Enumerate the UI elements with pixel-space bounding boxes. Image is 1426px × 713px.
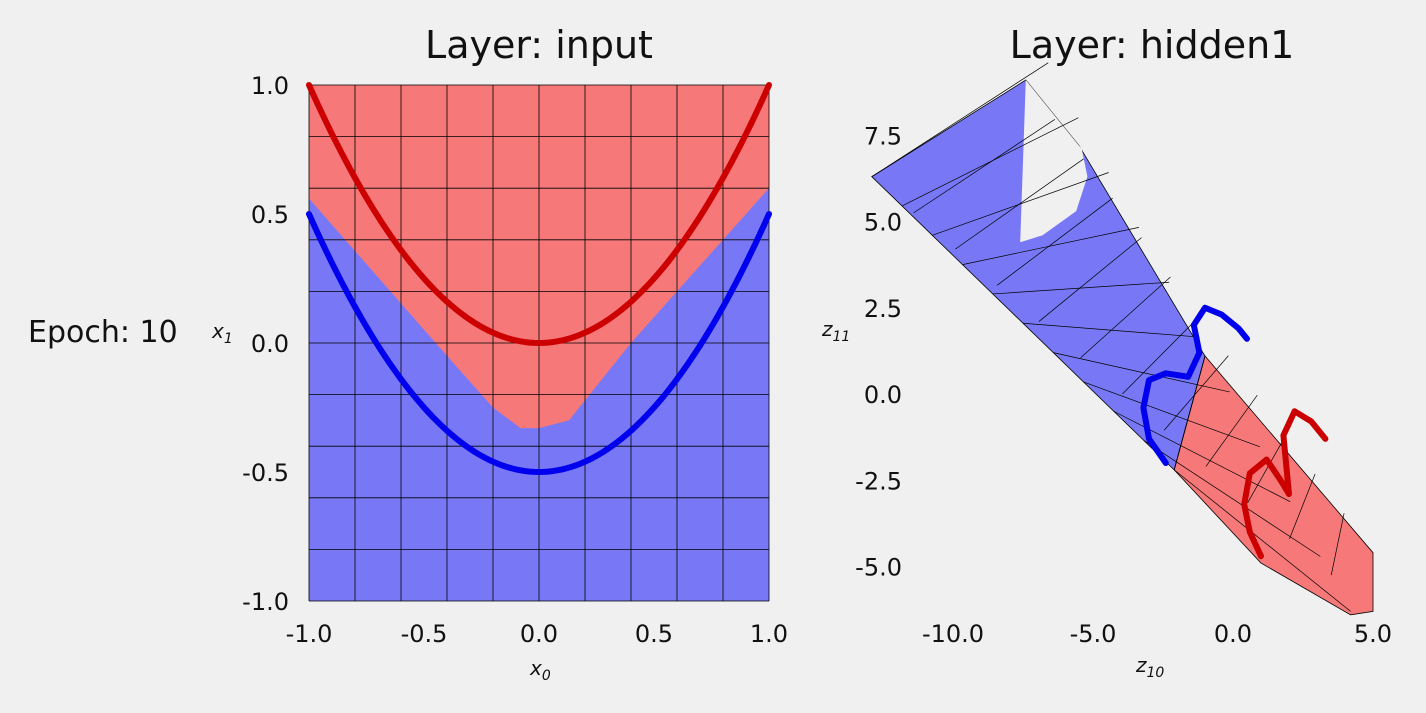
x-tick-label: -5.0 [1070, 620, 1117, 648]
grid-line [1038, 237, 1142, 322]
x-axis-label: x0 [529, 656, 551, 684]
grid-line [1247, 434, 1287, 503]
grid-line [1205, 394, 1258, 467]
class-boundary [1173, 355, 1206, 471]
region-notch [1020, 80, 1088, 243]
x-tick-label: -1.0 [286, 620, 333, 648]
y-axis-label: z11 [821, 317, 850, 345]
y-axis-label: x1 [211, 319, 233, 347]
grid-line [1289, 473, 1316, 540]
grid-line [1173, 469, 1351, 612]
x-tick-label: 0.5 [635, 620, 673, 648]
chart-input-layer: Layer: input -1.0 -0.5 0.0 0.5 1.01.00.50.0-… [211, 23, 788, 684]
y-tick-label: 0.5 [251, 201, 289, 229]
y-tick-label: 0.0 [251, 330, 289, 358]
y-tick-label: -2.5 [855, 467, 902, 495]
y-tick-label: 7.5 [864, 122, 902, 150]
x-tick-label: 0.0 [1214, 620, 1252, 648]
grid-line [932, 172, 1109, 236]
grid-line [962, 227, 1139, 265]
chart-title: Layer: input [425, 23, 653, 67]
chart-title: Layer: hidden1 [1010, 23, 1295, 67]
y-tick-label: -0.5 [242, 459, 289, 487]
chart-hidden1-layer: Layer: hidden1 -10.0 -5.0 0.0 5.0 7.5 5.0 2.5 0… [821, 23, 1392, 681]
y-tick-label: 5.0 [864, 209, 902, 237]
x-tick-label: 0.0 [520, 620, 558, 648]
grid-line [1330, 513, 1345, 576]
blue-curve [1140, 304, 1250, 466]
grid-line [871, 62, 1049, 177]
grid-line [1083, 381, 1261, 448]
grid-line [1122, 316, 1200, 395]
x-tick-label: 5.0 [1354, 620, 1392, 648]
x-tick-label: 1.0 [750, 620, 788, 648]
grid-line [1143, 440, 1321, 557]
grid-line [1163, 355, 1229, 431]
grid-line [1053, 352, 1230, 393]
red-curve [306, 82, 772, 347]
grid-line [913, 119, 1055, 214]
x-tick-label: -10.0 [922, 620, 984, 648]
negative-region [871, 79, 1206, 471]
plot-area [871, 62, 1374, 616]
tick-labels: -1.0 -0.5 0.0 0.5 1.0 1.0 0.5 0.0 -0.5 -1.0 [242, 72, 788, 648]
grid-line [992, 281, 1170, 295]
blue-curve [306, 211, 772, 476]
y-tick-label: 1.0 [251, 72, 289, 100]
grid-line [996, 197, 1113, 286]
red-curve [1241, 408, 1329, 560]
plot-area [306, 82, 772, 602]
grid-line [1113, 410, 1291, 502]
grid-line [955, 158, 1084, 250]
y-tick-label: -5.0 [855, 554, 902, 582]
epoch-label: Epoch: 10 [28, 315, 178, 350]
grid-line [1080, 276, 1171, 359]
x-axis-label: z10 [1135, 653, 1164, 681]
y-tick-label: 0.0 [864, 381, 902, 409]
y-tick-label: 2.5 [864, 295, 902, 323]
tick-labels: -10.0 -5.0 0.0 5.0 7.5 5.0 2.5 0.0 -2.5 -5.0 [855, 122, 1392, 648]
x-tick-label: -0.5 [401, 620, 448, 648]
y-tick-label: -1.0 [242, 588, 289, 616]
